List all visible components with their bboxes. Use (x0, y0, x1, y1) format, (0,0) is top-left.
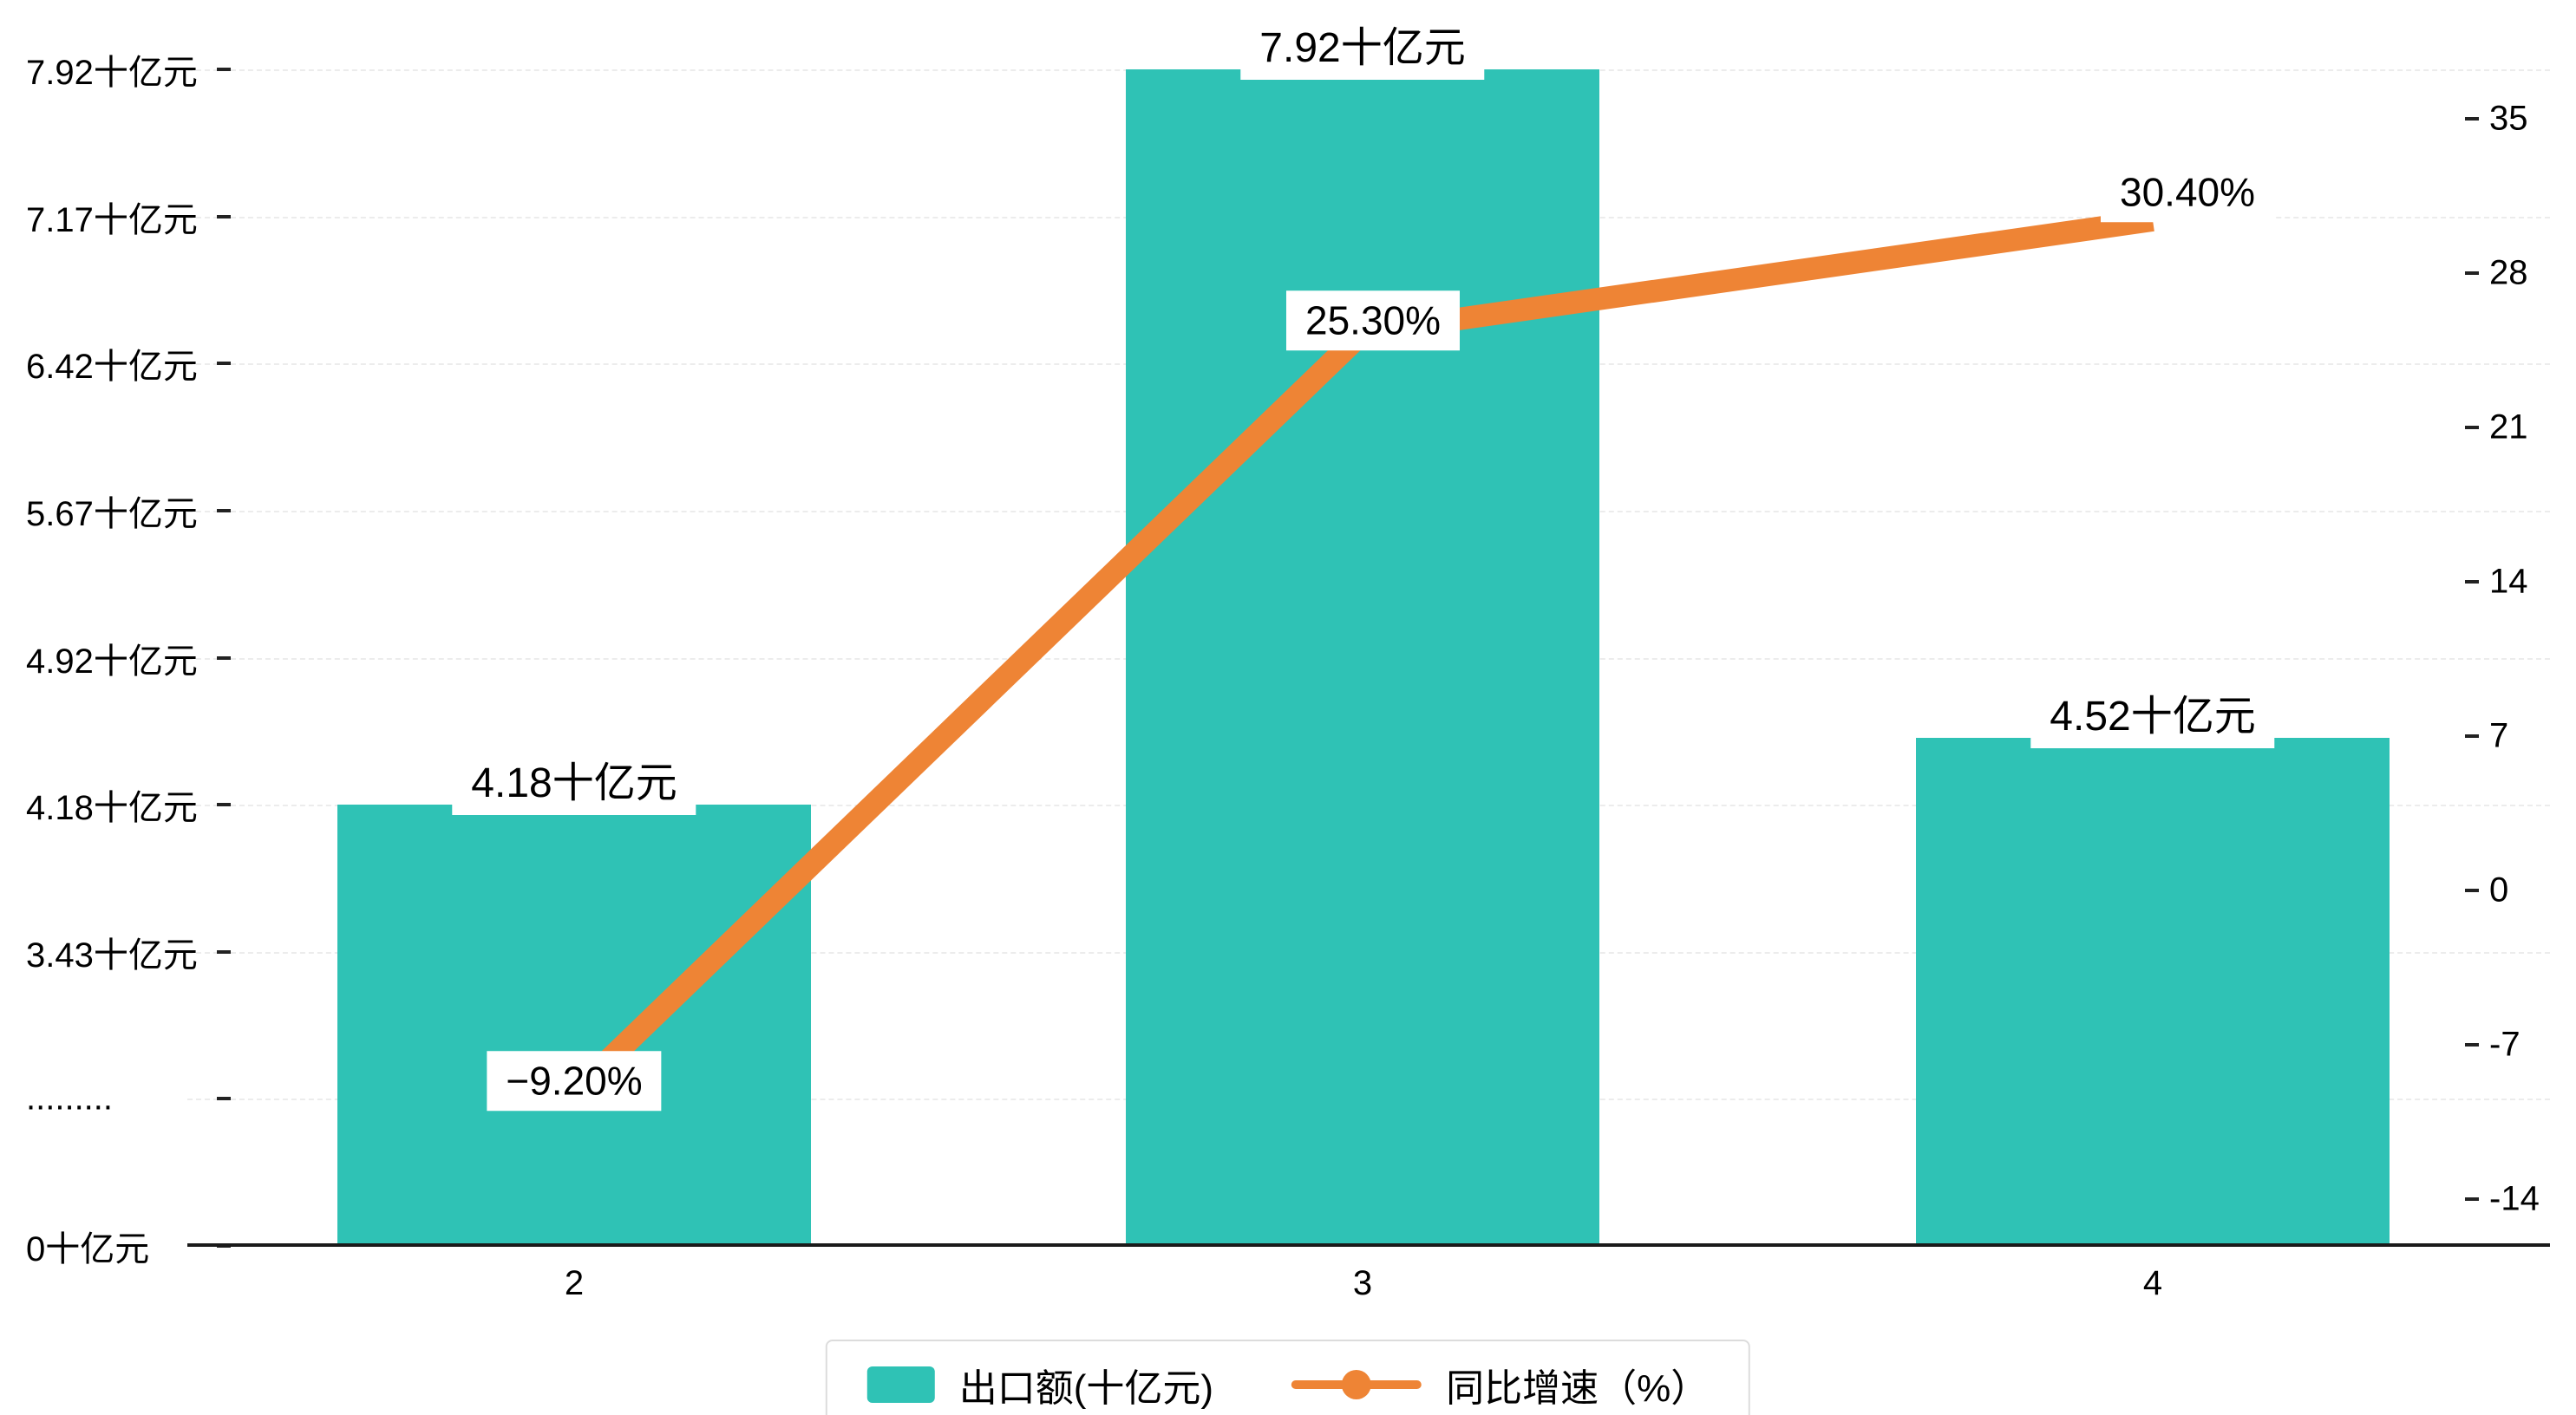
left-axis-tick (217, 362, 231, 366)
right-axis-label: 0 (2489, 871, 2509, 910)
bar (1126, 69, 1599, 1246)
right-axis-tick (2465, 579, 2479, 584)
right-axis-label: 14 (2489, 562, 2528, 601)
x-axis-label: 3 (1352, 1264, 1373, 1302)
x-axis-label: 2 (564, 1264, 585, 1302)
legend-line-dot-icon (1342, 1370, 1372, 1399)
left-axis-tick (217, 214, 231, 218)
bar-value-label: 4.52十亿元 (2030, 685, 2275, 748)
left-axis-tick (217, 508, 231, 512)
line-value-label: 25.30% (1285, 290, 1461, 351)
left-axis-label: 4.92十亿元 (26, 642, 198, 681)
left-axis-label: 4.18十亿元 (26, 789, 198, 828)
right-axis-tick (2465, 889, 2479, 892)
legend-item-growth[interactable]: 同比增速（%） (1291, 1357, 1709, 1412)
line-value-label: 30.40% (2100, 162, 2275, 223)
legend-bar-label: 出口额(十亿元) (958, 1367, 1214, 1410)
bar (1916, 737, 2390, 1246)
right-axis-tick (2465, 1197, 2479, 1202)
right-axis-tick (2465, 1043, 2479, 1047)
right-axis-tick (2465, 271, 2479, 275)
right-axis-label: 28 (2489, 253, 2528, 292)
legend-item-export[interactable]: 出口额(十亿元) (866, 1357, 1214, 1412)
right-axis-tick (2465, 425, 2479, 429)
left-axis-tick (217, 1097, 231, 1101)
right-axis-label: 21 (2489, 408, 2528, 447)
left-axis-label: 7.92十亿元 (26, 54, 198, 92)
left-axis-label: ......... (26, 1079, 114, 1118)
x-axis-label: 4 (2142, 1264, 2163, 1302)
left-axis-tick (217, 68, 231, 71)
x-axis-line (187, 1243, 2550, 1247)
right-axis-tick (2465, 116, 2479, 121)
left-axis-label: 6.42十亿元 (26, 348, 198, 387)
right-axis-label: 35 (2489, 99, 2528, 138)
legend-bar-swatch (866, 1366, 935, 1403)
left-axis-tick (217, 949, 231, 954)
left-axis-tick (217, 803, 231, 807)
bar (337, 804, 811, 1246)
left-axis-label: 3.43十亿元 (26, 936, 198, 975)
bar-value-label: 4.18十亿元 (452, 752, 696, 815)
bar-value-label: 7.92十亿元 (1240, 17, 1485, 80)
left-axis-label: 7.17十亿元 (26, 200, 198, 239)
left-axis-tick (217, 655, 231, 660)
right-axis-label: 7 (2489, 716, 2509, 755)
right-axis-label: -7 (2489, 1025, 2520, 1064)
left-axis-label: 5.67十亿元 (26, 494, 198, 533)
right-axis-tick (2465, 734, 2479, 738)
line-value-label: −9.20% (487, 1051, 662, 1112)
legend: 出口额(十亿元) 同比增速（%） (825, 1340, 1751, 1415)
legend-line-swatch (1291, 1366, 1422, 1403)
right-axis-label: -14 (2489, 1179, 2540, 1218)
legend-line-label: 同比增速（%） (1446, 1367, 1710, 1410)
left-axis-label: 0十亿元 (26, 1230, 150, 1268)
